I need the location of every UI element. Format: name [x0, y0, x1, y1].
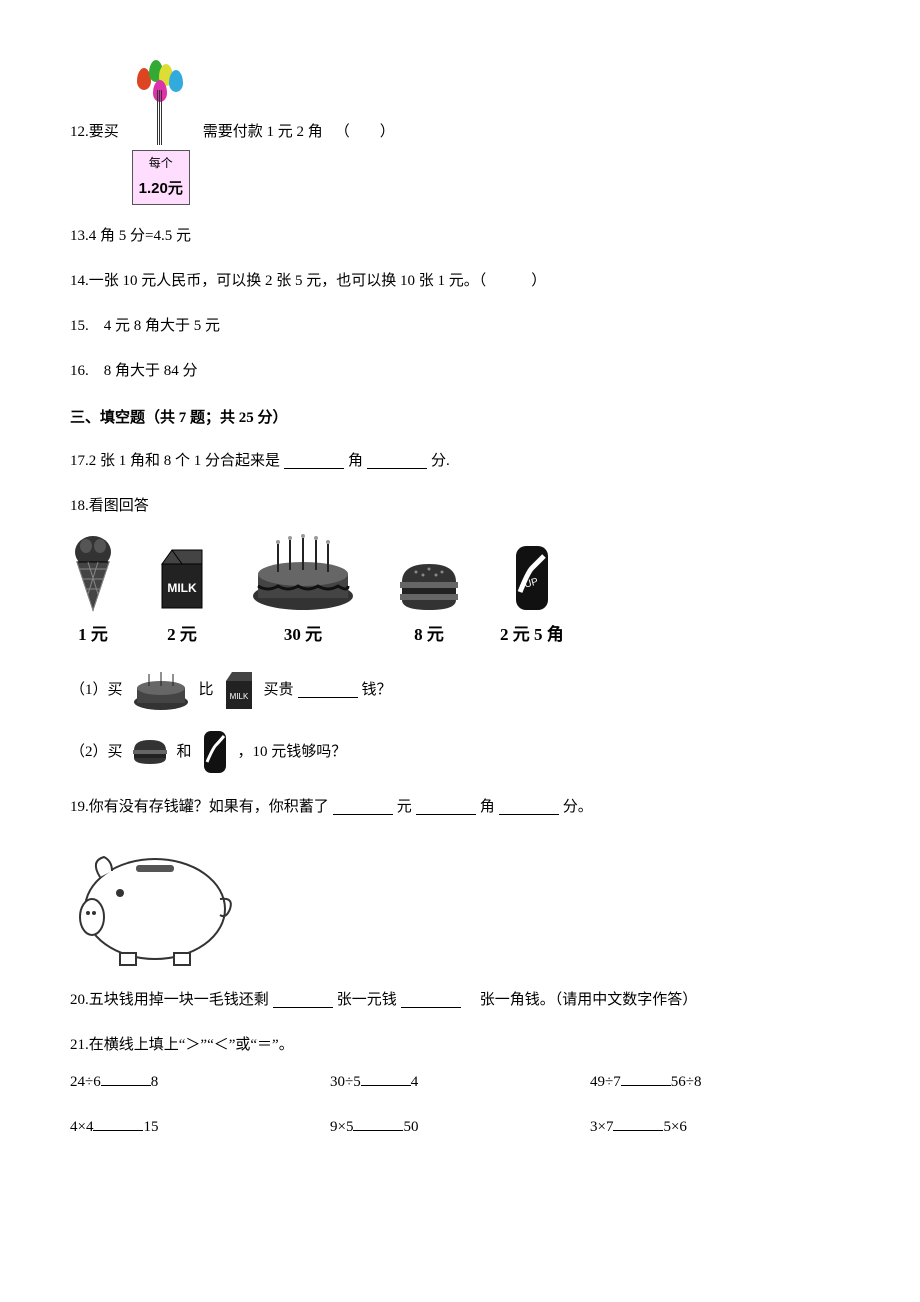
q21-cell-5: 9×5 50 [330, 1114, 590, 1141]
svg-text:MILK: MILK [229, 692, 248, 701]
item-milk: MILK 2 元 [154, 544, 210, 651]
q19-u1: 元 [397, 794, 412, 821]
cake-icon [248, 534, 358, 614]
cell-left: 24÷6 [70, 1074, 101, 1090]
cell-blank[interactable] [613, 1116, 663, 1131]
item-cake: 30 元 [248, 534, 358, 651]
cell-blank[interactable] [361, 1071, 411, 1086]
q19-u2: 角 [480, 794, 495, 821]
q18-sub1-mid2: 买贵 [264, 677, 294, 704]
milk-icon: MILK [154, 544, 210, 614]
q21-cell-4: 4×4 15 [70, 1114, 330, 1141]
q20-mid2: 张一角钱。（请用中文数字作答） [465, 987, 698, 1014]
item-label: 8 元 [414, 620, 444, 651]
item-label: 2 元 [167, 620, 197, 651]
q21-cell-1: 24÷6 8 [70, 1069, 330, 1096]
ice-cream-icon [70, 534, 116, 614]
question-17: 17.2 张 1 角和 8 个 1 分合起来是 角 分. [70, 448, 850, 475]
burger-mini-icon [131, 738, 169, 766]
cell-left: 30÷5 [330, 1074, 361, 1090]
q20-prefix: 20.五块钱用掉一块一毛钱还剩 [70, 987, 269, 1014]
q18-title: 18.看图回答 [70, 493, 850, 520]
item-label: 2 元 5 角 [500, 620, 564, 651]
q19-blank-2[interactable] [416, 800, 476, 815]
piggy-bank-icon [70, 839, 850, 969]
burger-icon [396, 560, 462, 614]
q17-blank-2[interactable] [367, 454, 427, 469]
q12-suffix: 需要付款 1 元 2 角 [203, 119, 323, 146]
q21-cell-3: 49÷7 56÷8 [590, 1069, 850, 1096]
q18-sub1-prefix: （1）买 [70, 677, 123, 704]
cell-left: 4×4 [70, 1119, 93, 1135]
cell-right: 8 [151, 1074, 159, 1090]
soda-icon: UP [510, 542, 554, 614]
cell-right: 56÷8 [671, 1074, 702, 1090]
q17-suffix: 分. [431, 448, 450, 475]
q17-blank-1[interactable] [284, 454, 344, 469]
cell-blank[interactable] [621, 1071, 671, 1086]
q17-mid: 角 [348, 448, 363, 475]
cell-left: 9×5 [330, 1119, 353, 1135]
svg-text:MILK: MILK [167, 581, 197, 595]
q18-sub2: （2）买 和 ，10 元钱够吗？ [70, 728, 850, 776]
item-label: 30 元 [284, 620, 322, 651]
cell-right: 4 [411, 1074, 419, 1090]
cell-right: 5×6 [663, 1119, 686, 1135]
question-12: 12.要买 每个 1.20元 需要付款 1 元 2 角 （ ） [70, 60, 850, 205]
item-label: 1 元 [78, 620, 108, 651]
item-burger: 8 元 [396, 560, 462, 651]
soda-mini-icon [200, 728, 230, 776]
cell-right: 15 [143, 1119, 158, 1135]
q19-u3: 分。 [563, 794, 593, 821]
cell-blank[interactable] [101, 1071, 151, 1086]
question-13: 13.4 角 5 分=4.5 元 [70, 223, 850, 250]
q18-sub1-mid: 比 [199, 677, 214, 704]
balloons-icon [131, 60, 191, 150]
q18-items-row: 1 元 MILK 2 元 [70, 534, 850, 651]
cell-blank[interactable] [353, 1116, 403, 1131]
q19-blank-3[interactable] [499, 800, 559, 815]
cell-left: 3×7 [590, 1119, 613, 1135]
price-tag-line2: 1.20元 [139, 175, 183, 202]
q21-cell-2: 30÷5 4 [330, 1069, 590, 1096]
q18-sub1: （1）买 比 MILK 买贵 钱？ [70, 668, 850, 712]
q20-blank-1[interactable] [273, 993, 333, 1008]
question-15: 15. 4 元 8 角大于 5 元 [70, 313, 850, 340]
question-20: 20.五块钱用掉一块一毛钱还剩 张一元钱 张一角钱。（请用中文数字作答） [70, 987, 850, 1014]
q12-prefix: 12.要买 [70, 119, 119, 146]
question-14: 14.一张 10 元人民币，可以换 2 张 5 元，也可以换 10 张 1 元。… [70, 268, 850, 295]
q18-sub1-blank[interactable] [298, 683, 358, 698]
q21-grid: 24÷6 8 30÷5 4 49÷7 56÷8 4×4 15 9×5 50 3×7 5×6 [70, 1069, 850, 1141]
question-18: 18.看图回答 1 元 MILK 2 元 [70, 493, 850, 777]
q12-paren: （ ） [335, 119, 395, 146]
q21-title: 21.在横线上填上“＞”“＜”或“＝”。 [70, 1032, 850, 1059]
q18-sub2-mid: 和 [177, 739, 192, 766]
price-tag-line1: 每个 [139, 153, 183, 175]
section-3-header: 三、填空题（共 7 题；共 25 分） [70, 405, 850, 432]
item-soda: UP 2 元 5 角 [500, 542, 564, 651]
q18-sub2-prefix: （2）买 [70, 739, 123, 766]
milk-mini-icon: MILK [222, 669, 256, 711]
q19-blank-1[interactable] [333, 800, 393, 815]
q21-cell-6: 3×7 5×6 [590, 1114, 850, 1141]
question-21: 21.在横线上填上“＞”“＜”或“＝”。 24÷6 8 30÷5 4 49÷7 56÷… [70, 1032, 850, 1141]
item-ice-cream: 1 元 [70, 534, 116, 651]
cell-left: 49÷7 [590, 1074, 621, 1090]
balloon-image: 每个 1.20元 [131, 60, 191, 205]
cell-blank[interactable] [93, 1116, 143, 1131]
q20-mid1: 张一元钱 [337, 987, 397, 1014]
q18-sub1-suffix: 钱？ [362, 677, 392, 704]
price-tag: 每个 1.20元 [132, 150, 190, 205]
cell-right: 50 [403, 1119, 418, 1135]
question-19: 19.你有没有存钱罐？如果有，你积蓄了 元 角 分。 [70, 794, 850, 821]
q20-blank-2[interactable] [401, 993, 461, 1008]
q17-prefix: 17.2 张 1 角和 8 个 1 分合起来是 [70, 448, 280, 475]
q18-sub2-suffix: ，10 元钱够吗？ [238, 739, 347, 766]
cake-mini-icon [131, 668, 191, 712]
question-16: 16. 8 角大于 84 分 [70, 358, 850, 385]
q19-prefix: 19.你有没有存钱罐？如果有，你积蓄了 [70, 794, 329, 821]
